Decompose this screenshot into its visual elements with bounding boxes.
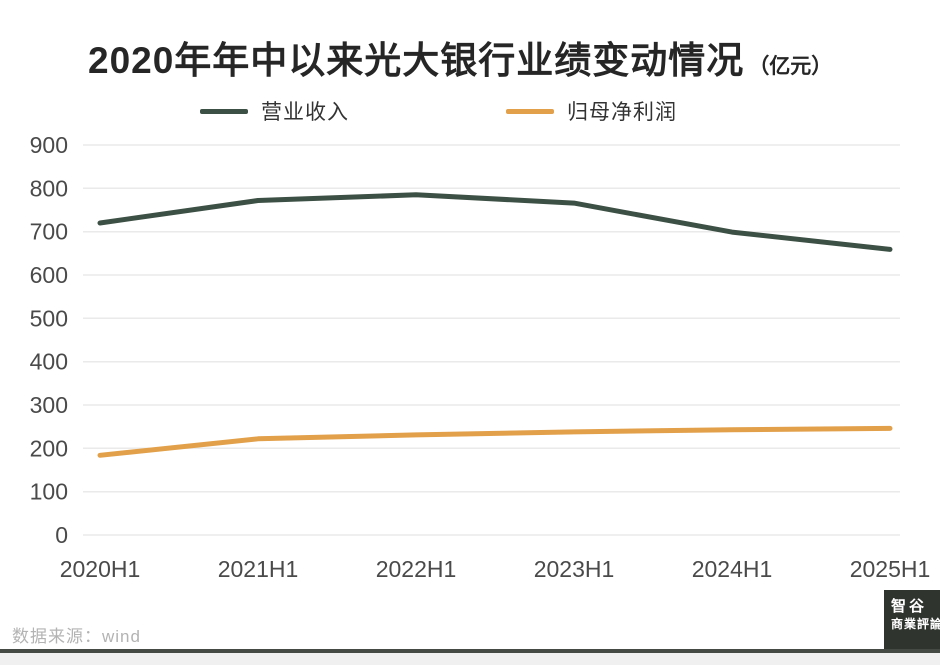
y-tick-label: 300 bbox=[30, 392, 68, 418]
y-tick-label: 400 bbox=[30, 349, 68, 375]
x-tick-label: 2024H1 bbox=[692, 556, 773, 582]
x-tick-label: 2020H1 bbox=[60, 556, 141, 582]
y-tick-label: 600 bbox=[30, 262, 68, 288]
y-tick-label: 900 bbox=[30, 132, 68, 158]
y-tick-label: 100 bbox=[30, 479, 68, 505]
chart-title-unit: （亿元） bbox=[748, 55, 833, 78]
x-tick-label: 2023H1 bbox=[534, 556, 615, 582]
data-source-note: 数据来源：wind bbox=[12, 627, 141, 646]
series-line-1 bbox=[97, 425, 893, 458]
bottom-divider bbox=[0, 649, 940, 653]
chart-title-text: 2020年年中以来光大银行业绩变动情况 bbox=[88, 40, 745, 81]
profit-line-swatch bbox=[506, 108, 554, 114]
legend-label-profit: 归母净利润 bbox=[567, 101, 677, 124]
bottom-margin-strip bbox=[0, 653, 940, 665]
brand-logo-line1: 智谷 bbox=[891, 599, 928, 615]
x-tick-label: 2022H1 bbox=[376, 556, 457, 582]
legend-item-profit: 归母净利润 bbox=[506, 98, 677, 124]
brand-logo: 智谷 商業評論 bbox=[884, 590, 940, 649]
y-tick-label: 500 bbox=[30, 305, 68, 331]
x-tick-label: 2021H1 bbox=[218, 556, 299, 582]
y-tick-label: 200 bbox=[30, 435, 68, 461]
y-tick-label: 700 bbox=[30, 219, 68, 245]
revenue-line-swatch bbox=[200, 108, 248, 114]
x-tick-label: 2025H1 bbox=[850, 556, 931, 582]
chart-title: 2020年年中以来光大银行业绩变动情况 （亿元） bbox=[88, 30, 832, 84]
y-tick-label: 0 bbox=[55, 522, 68, 548]
y-tick-label: 800 bbox=[30, 175, 68, 201]
legend-label-revenue: 营业收入 bbox=[261, 101, 349, 124]
series-line-0 bbox=[97, 192, 893, 252]
brand-logo-line2: 商業評論 bbox=[891, 616, 940, 631]
legend-item-revenue: 营业收入 bbox=[200, 98, 349, 124]
